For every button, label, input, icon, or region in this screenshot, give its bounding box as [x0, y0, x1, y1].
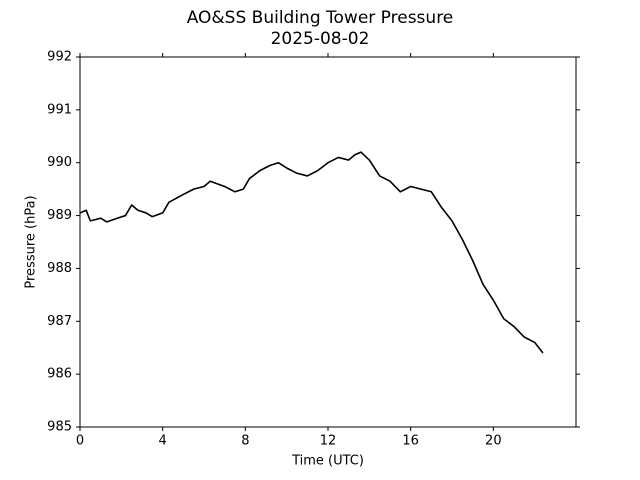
x-tick-label: 0 — [76, 434, 84, 449]
x-axis-label: Time (UTC) — [291, 454, 364, 469]
y-tick-label: 987 — [47, 314, 72, 329]
x-tick-label: 16 — [402, 434, 419, 449]
y-tick-label: 988 — [47, 261, 72, 276]
plot-frame — [79, 56, 577, 428]
chart-title: AO&SS Building Tower Pressure — [187, 8, 454, 28]
chart-subtitle: 2025-08-02 — [271, 29, 370, 49]
y-tick-label: 992 — [47, 50, 72, 65]
x-tick-label: 4 — [159, 434, 167, 449]
line-series — [79, 151, 544, 354]
x-tick-label: 12 — [320, 434, 337, 449]
y-tick-label: 990 — [47, 155, 72, 170]
y-tick-label: 989 — [47, 208, 72, 223]
x-tick-label: 20 — [485, 434, 502, 449]
y-tick-label: 985 — [47, 420, 72, 435]
y-axis-label: Pressure (hPa) — [24, 195, 39, 288]
x-tick-label: 8 — [241, 434, 249, 449]
y-tick-label: 986 — [47, 367, 72, 382]
y-tick-label: 991 — [47, 102, 72, 117]
